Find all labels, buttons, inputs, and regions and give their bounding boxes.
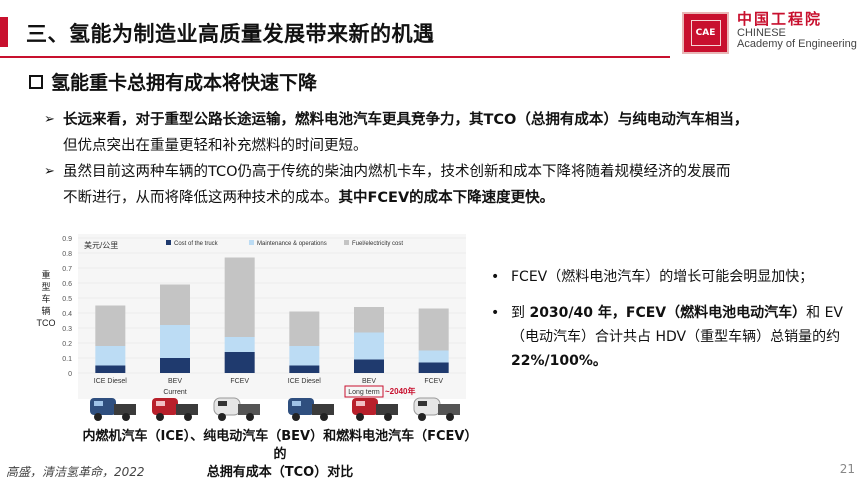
x-tick-label: ICE Diesel xyxy=(288,378,322,385)
title-divider xyxy=(0,56,670,58)
y-tick-label: 0.8 xyxy=(62,251,72,258)
x-tick-label: BEV xyxy=(362,378,376,385)
group-label-current: Current xyxy=(163,389,186,396)
ice-truck-icon xyxy=(288,398,334,421)
chart-bar-segment xyxy=(160,358,190,373)
y-tick-label: 0.2 xyxy=(62,341,72,348)
bullet-1-line-1: 长远来看，对于重型公路长途运输，燃料电池汽车更具竞争力，其TCO（总拥有成本）与… xyxy=(63,112,749,128)
list-item: • 到 2030/40 年，FCEV（燃料电池电动汽车）和 EV（电动汽车）合计… xyxy=(491,301,851,373)
chart-bar-segment xyxy=(354,307,384,333)
group-label-longterm: Long term xyxy=(348,389,380,396)
chart-bar-segment xyxy=(354,332,384,360)
y-tick-label: 0.9 xyxy=(62,236,72,243)
chart-bar-segment xyxy=(289,311,320,346)
ice-truck-icon xyxy=(90,398,136,421)
chart-bar-segment xyxy=(289,346,320,366)
chart-bar-segment xyxy=(418,350,449,363)
chart-bar-segment xyxy=(95,346,126,366)
fcev-truck-icon xyxy=(413,397,460,421)
logo-english-line1: CHINESE xyxy=(737,26,786,39)
legend-label: Cost of the truck xyxy=(174,241,219,247)
caption-line-2: 总拥有成本（TCO）对比 xyxy=(206,465,354,480)
bev-truck-icon xyxy=(352,398,398,421)
legend-swatch xyxy=(166,240,171,245)
slide-title: 三、氢能为制造业高质量发展带来新的机遇 xyxy=(26,22,435,46)
chart-bar-segment xyxy=(95,305,126,346)
y-axis-label: 型 xyxy=(41,282,50,292)
chart-bar-segment xyxy=(289,365,320,373)
page-number: 21 xyxy=(839,462,855,476)
logo-english-line2: Academy of Engineering xyxy=(737,38,857,51)
outlook-bullet-2-year: 2030/40 年，FCEV（燃料电池电动汽车） xyxy=(529,305,807,321)
legend-swatch xyxy=(249,240,254,245)
outlook-bullet-2-prefix: 到 xyxy=(511,305,530,321)
cae-emblem-text: CAE xyxy=(690,20,721,46)
outlook-bullets: • FCEV（燃料电池汽车）的增长可能会明显加快； • 到 2030/40 年，… xyxy=(491,265,851,385)
bullet-2-line-2-plain: 不断进行，从而将降低这两种技术的成本。 xyxy=(63,190,339,206)
chart-bar-segment xyxy=(160,284,190,325)
bullet-item: ➢ 长远来看，对于重型公路长途运输，燃料电池汽车更具竞争力，其TCO（总拥有成本… xyxy=(44,107,844,159)
x-tick-label: FCEV xyxy=(424,378,443,385)
logo-chinese-name: 中国工程院 xyxy=(737,10,823,28)
chart-bar-segment xyxy=(160,325,190,358)
x-tick-label: BEV xyxy=(168,378,182,385)
bev-truck-icon xyxy=(152,398,198,421)
group-label-longterm-note: ~2040年 xyxy=(385,386,415,396)
chart-bar-segment xyxy=(95,365,126,373)
chart-plot-background xyxy=(78,234,466,399)
x-tick-label: FCEV xyxy=(230,378,249,385)
arrow-bullet-icon: ➢ xyxy=(44,112,55,127)
y-tick-label: 0 xyxy=(68,371,72,378)
chart-bar-segment xyxy=(224,337,255,352)
x-tick-label: ICE Diesel xyxy=(94,378,128,385)
cae-logo: CAE 中国工程院 CHINESE Academy of Engineering xyxy=(682,10,857,54)
y-tick-label: 0.5 xyxy=(62,296,72,303)
list-item: • FCEV（燃料电池汽车）的增长可能会明显加快； xyxy=(491,265,851,289)
title-accent-bar xyxy=(0,17,8,47)
arrow-bullet-icon: ➢ xyxy=(44,164,55,179)
bullet-item: ➢ 虽然目前这两种车辆的TCO仍高于传统的柴油内燃机卡车，技术创新和成本下降将随… xyxy=(44,159,844,211)
bullet-2-line-2-bold: 其中FCEV的成本下降速度更快。 xyxy=(338,190,555,206)
chart-unit-label: 美元/公里 xyxy=(84,240,118,250)
outlook-bullet-2-mid: 和 EV（电动汽车）合计共占 HDV（重型车辆）总销量的约 xyxy=(511,305,843,345)
chart-bar-segment xyxy=(224,257,255,337)
dot-bullet-icon: • xyxy=(491,269,500,285)
caption-line-1: 内燃机汽车（ICE）、纯电动汽车（BEV）和燃料电池汽车（FCEV）的 xyxy=(82,429,478,462)
section-heading: 氢能重卡总拥有成本将快速下降 xyxy=(29,68,317,95)
legend-label: Fuel/electricity cost xyxy=(352,241,403,247)
y-axis-label: 重 xyxy=(41,269,50,280)
chart-bar-segment xyxy=(354,359,384,373)
source-citation: 高盛，清洁氢革命，2022 xyxy=(6,465,145,479)
chart-caption: 内燃机汽车（ICE）、纯电动汽车（BEV）和燃料电池汽车（FCEV）的 总拥有成… xyxy=(80,428,480,482)
y-tick-label: 0.3 xyxy=(62,326,72,333)
y-axis-label: TCO xyxy=(37,318,56,328)
outlook-bullet-1: FCEV（燃料电池汽车）的增长可能会明显加快； xyxy=(511,269,814,285)
group-label-highlight-box xyxy=(344,385,384,398)
legend-label: Maintenance & operations xyxy=(257,241,327,247)
section-heading-text: 氢能重卡总拥有成本将快速下降 xyxy=(51,72,318,94)
tco-bar-chart: 0 0.1 0.2 0.3 0.4 0.5 0.6 0.7 0.8 0.9 重型车辆 TCO 美元/公里… xyxy=(34,228,474,428)
y-tick-label: 0.1 xyxy=(62,356,72,363)
cae-emblem-icon: CAE xyxy=(682,12,729,54)
bullet-1-line-2: 但优点突出在重量更轻和补充燃料的时间更短。 xyxy=(63,138,368,154)
outlook-bullet-2-share: 22%/100%。 xyxy=(511,353,607,369)
y-tick-label: 0.6 xyxy=(62,281,72,288)
fcev-truck-icon xyxy=(213,397,260,421)
dot-bullet-icon: • xyxy=(491,305,500,321)
legend-swatch xyxy=(344,240,349,245)
main-bullets: ➢ 长远来看，对于重型公路长途运输，燃料电池汽车更具竞争力，其TCO（总拥有成本… xyxy=(44,107,844,211)
y-axis-label: 车 xyxy=(41,293,50,304)
chart-bar-segment xyxy=(224,352,255,373)
chart-bar-segment xyxy=(418,362,449,373)
bullet-2-line-1: 虽然目前这两种车辆的TCO仍高于传统的柴油内燃机卡车，技术创新和成本下降将随着规… xyxy=(63,164,731,180)
chart-bar-segment xyxy=(418,308,449,351)
tco-chart-svg: 0 0.1 0.2 0.3 0.4 0.5 0.6 0.7 0.8 0.9 重型车辆 TCO 美元/公里… xyxy=(37,234,466,399)
square-bullet-icon xyxy=(29,74,43,89)
y-tick-label: 0.7 xyxy=(62,266,72,273)
y-tick-label: 0.4 xyxy=(62,311,72,318)
y-axis-label: 辆 xyxy=(41,305,50,316)
